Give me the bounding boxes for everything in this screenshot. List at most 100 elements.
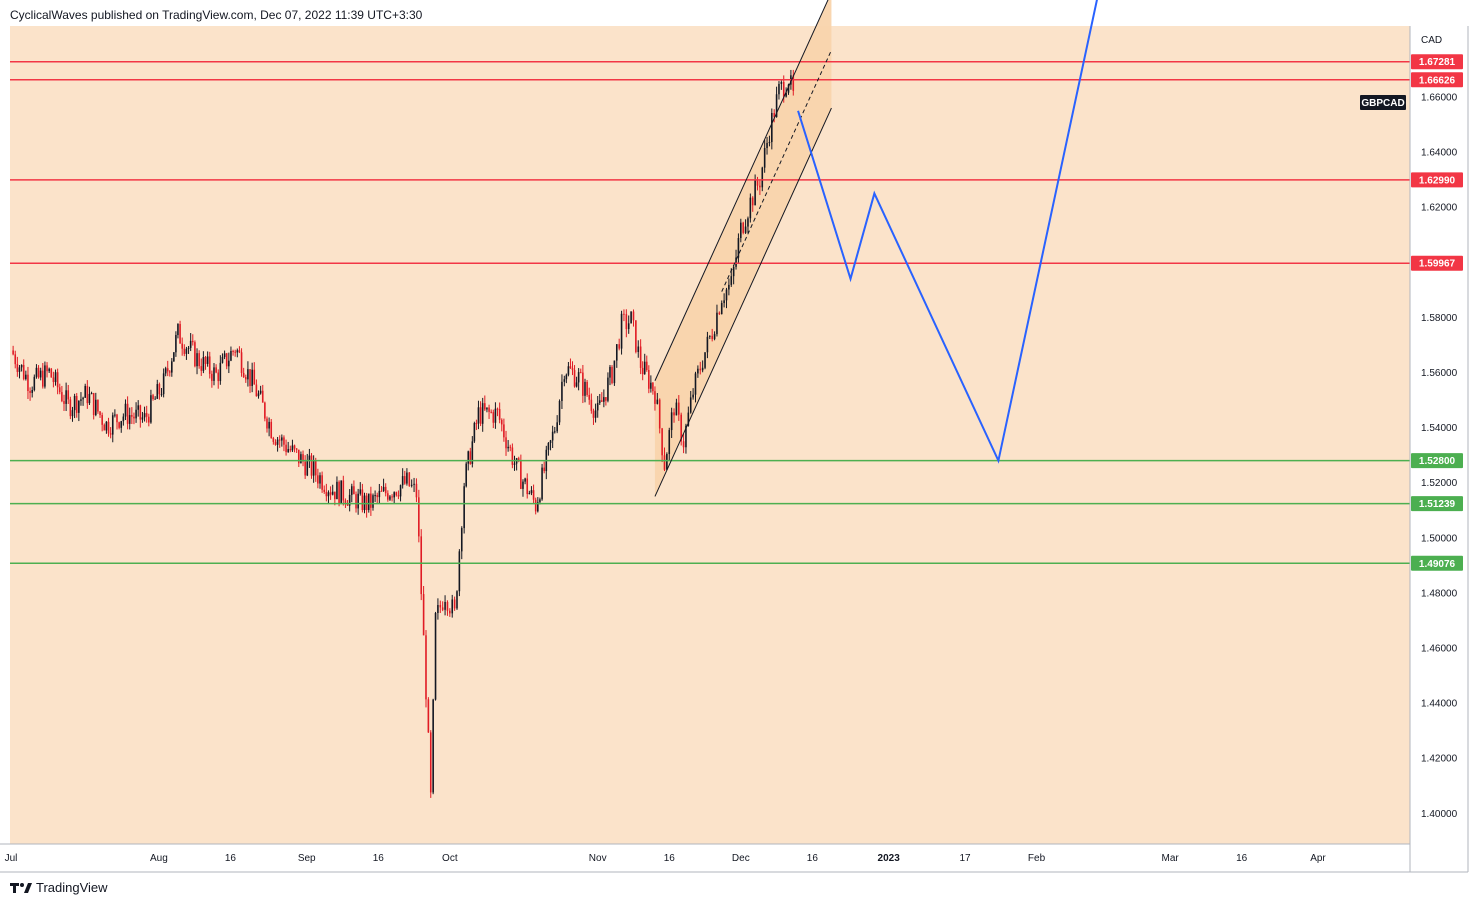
candle-body — [749, 197, 752, 219]
support-tag-background — [1411, 555, 1463, 571]
candle-body — [524, 478, 526, 482]
candle-body — [317, 475, 319, 484]
x-tick-label: 16 — [1236, 853, 1248, 864]
candle-body — [600, 400, 603, 402]
candle-body — [109, 433, 112, 435]
resistance-tag-label: 1.67281 — [1419, 57, 1456, 68]
candle-body — [553, 431, 556, 433]
candle-body — [579, 372, 582, 374]
candle-body — [701, 367, 704, 371]
candle-body — [88, 393, 91, 404]
candle-body — [325, 491, 328, 497]
candle-body — [697, 368, 699, 374]
y-tick-label: 1.40000 — [1421, 809, 1458, 820]
candle-body — [363, 495, 366, 511]
candle-body — [141, 417, 144, 420]
candle-body — [175, 335, 177, 353]
candle-body — [782, 81, 785, 97]
candle-body — [456, 591, 458, 609]
candle-body — [128, 415, 131, 424]
candle-body — [577, 372, 580, 383]
candle-body — [242, 372, 245, 378]
resistance-tag-label: 1.66626 — [1419, 75, 1456, 86]
candle-body — [334, 491, 336, 500]
candle-body — [615, 344, 618, 361]
candle-body — [740, 222, 742, 239]
resistance-price-tag: 1.66626 — [1411, 72, 1463, 88]
candle-body — [122, 416, 125, 422]
candle-body — [692, 394, 694, 398]
candle-body — [270, 421, 273, 439]
candle-body — [415, 483, 418, 498]
candle-body — [281, 437, 283, 441]
candle-body — [654, 391, 656, 404]
symbol-tag: GBPCAD — [1360, 95, 1406, 110]
candle-body — [365, 495, 368, 511]
candle-body — [620, 313, 623, 349]
y-tick-label: 1.42000 — [1421, 754, 1458, 765]
candle-body — [249, 369, 251, 386]
candle-body — [735, 257, 737, 267]
candle-body — [425, 635, 427, 700]
support-price-tag: 1.49076 — [1411, 555, 1463, 571]
x-tick-label: Aug — [150, 853, 168, 864]
candle-body — [520, 461, 522, 489]
candle-body — [359, 489, 362, 494]
candle-body — [342, 480, 345, 501]
candle-body — [372, 495, 374, 508]
candle-body — [261, 390, 264, 403]
candle-body — [18, 367, 21, 372]
candle-body — [594, 410, 597, 418]
candle-body — [563, 379, 566, 382]
candle-body — [403, 476, 406, 484]
candle-body — [312, 461, 315, 476]
candle-body — [56, 372, 59, 388]
candle-body — [541, 467, 543, 500]
candle-body — [336, 481, 338, 500]
candle-body — [54, 372, 57, 383]
resistance-tag-background — [1411, 72, 1463, 88]
resistance-price-tag: 1.59967 — [1411, 255, 1463, 271]
candle-body — [131, 415, 133, 417]
candle-body — [22, 364, 25, 380]
candle-body — [247, 369, 249, 380]
candle-body — [287, 449, 289, 453]
candle-body — [643, 361, 646, 375]
candle-body — [152, 395, 154, 400]
candle-body — [376, 495, 379, 498]
candle-body — [678, 402, 680, 415]
candle-body — [181, 343, 183, 349]
support-price-tag: 1.51239 — [1411, 496, 1463, 512]
candle-body — [720, 303, 723, 315]
candle-body — [86, 385, 89, 404]
x-tick-label: Feb — [1028, 853, 1046, 864]
candle-body — [590, 399, 593, 411]
candle-body — [29, 391, 31, 393]
candle-body — [490, 411, 492, 413]
candle-body — [475, 423, 478, 425]
x-tick-label: 16 — [664, 853, 676, 864]
candle-body — [344, 500, 347, 505]
plot-background — [10, 26, 1410, 844]
candle-body — [444, 601, 446, 610]
candle-body — [200, 366, 203, 371]
candle-body — [230, 350, 232, 361]
candle-body — [588, 394, 591, 400]
candle-body — [613, 360, 616, 384]
candle-body — [756, 179, 759, 186]
candle-body — [469, 451, 472, 464]
candle-body — [272, 438, 275, 442]
candle-body — [569, 366, 572, 369]
candle-body — [350, 486, 353, 495]
candle-body — [234, 351, 236, 353]
candle-body — [253, 369, 256, 385]
candle-body — [458, 551, 461, 592]
candle-body — [323, 489, 326, 492]
support-tag-background — [1411, 496, 1463, 512]
candle-body — [355, 494, 357, 509]
candle-body — [171, 361, 173, 373]
candle-body — [20, 364, 23, 368]
candle-body — [319, 475, 321, 484]
candle-body — [393, 492, 395, 498]
